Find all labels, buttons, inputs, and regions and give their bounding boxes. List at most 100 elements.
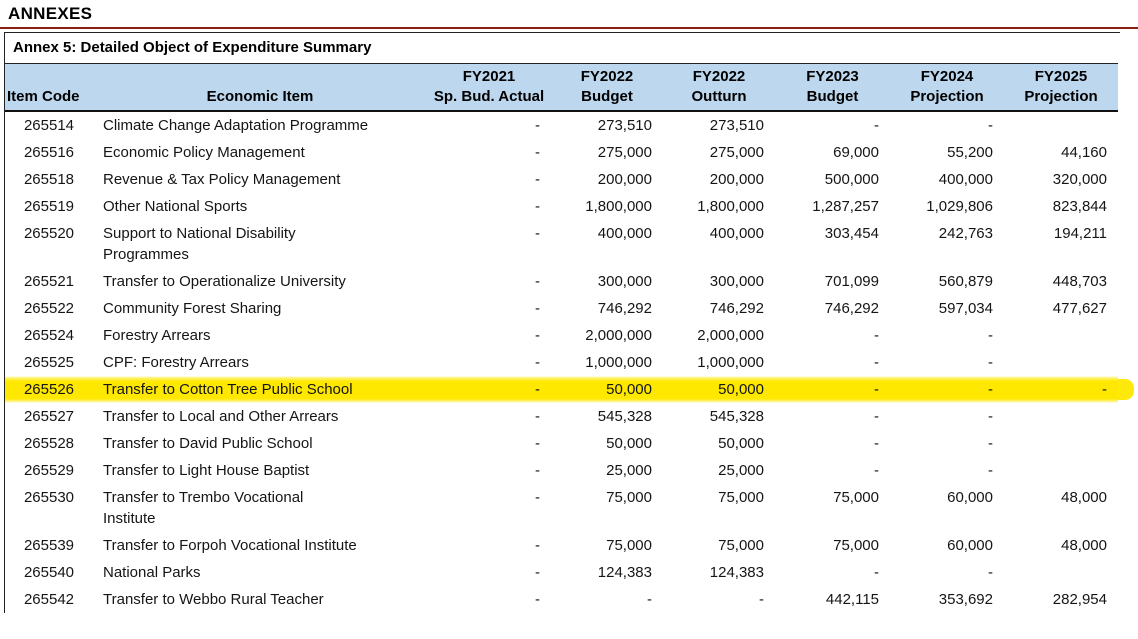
cell-fy2023_budget: - (874, 327, 879, 344)
cell-fy2021_actual: - (535, 144, 540, 161)
table-row: 265519 Other National Sports - 1,800,000 1,8… (5, 193, 1118, 220)
annexes-heading: ANNEXES (8, 4, 93, 23)
cell-fy2022_outturn: 1,000,000 (697, 354, 764, 371)
cell-fy2021_actual: - (535, 273, 540, 290)
cell-fy2024_projection: 597,034 (938, 300, 993, 317)
cell-fy2023_budget: 75,000 (833, 537, 879, 554)
cell-code: 265514 (23, 117, 75, 134)
cell-fy2022_budget: 50,000 (551, 376, 663, 403)
cell-fy2023_budget: 500,000 (824, 171, 879, 188)
cell-fy2022_budget: 75,000 (606, 537, 652, 554)
cell-fy2021_actual: - (535, 591, 540, 608)
cell-fy2023_budget: 1,287,257 (812, 198, 879, 215)
column-header-fy2021_actual: FY2021 Sp. Bud. Actual (427, 63, 551, 112)
cell-fy2021_actual: - (535, 408, 540, 425)
cell-fy2022_outturn: 746,292 (709, 300, 764, 317)
cell-fy2021_actual: - (535, 354, 540, 371)
table-row-highlighted: 265526 Transfer to Cotton Tree Public Sch… (5, 376, 1134, 403)
cell-fy2022_budget: 50,000 (606, 435, 652, 452)
cell-fy2021_actual: - (535, 489, 540, 506)
cell-fy2023_budget: - (775, 376, 890, 403)
cell-fy2022_outturn: 400,000 (709, 225, 764, 242)
table-row: 265524 Forestry Arrears - 2,000,000 2,000,00… (5, 322, 1118, 349)
cell-code: 265542 (23, 591, 75, 608)
cell-code: 265522 (23, 300, 75, 317)
header-row: Item Code Economic Item FY2021 Sp. Bud. Act… (5, 63, 1118, 112)
cell-fy2024_projection: 353,692 (938, 591, 993, 608)
cell-fy2021_actual: - (535, 117, 540, 134)
cell-code: 265518 (23, 171, 75, 188)
cell-fy2022_outturn: 273,510 (709, 117, 764, 134)
table-row: 265527 Transfer to Local and Other Arrear… (5, 403, 1118, 430)
cell-code: 265516 (23, 144, 75, 161)
cell-code: 265527 (23, 408, 75, 425)
cell-code: 265529 (23, 462, 75, 479)
cell-fy2023_budget: - (874, 564, 879, 581)
column-header-year (7, 67, 87, 87)
table-row: 265540 National Parks - 124,383 124,383 - - (5, 559, 1118, 586)
cell-fy2022_outturn: 75,000 (718, 537, 764, 554)
cell-fy2022_outturn: 2,000,000 (697, 327, 764, 344)
cell-fy2025_projection: 320,000 (1052, 171, 1107, 188)
cell-fy2024_projection: - (988, 564, 993, 581)
column-header-fy2022_budget: FY2022 Budget (551, 63, 663, 112)
cell-fy2025_projection: 48,000 (1061, 537, 1107, 554)
table-row: 265521 Transfer to Operationalize Univers… (5, 268, 1118, 295)
cell-item: Transfer to Operationalize University (103, 273, 346, 290)
cell-fy2025_projection: 477,627 (1052, 300, 1107, 317)
cell-fy2023_budget: 75,000 (833, 489, 879, 506)
cell-fy2022_budget: 1,000,000 (585, 354, 652, 371)
cell-fy2024_projection: 60,000 (947, 489, 993, 506)
cell-fy2024_projection: 560,879 (938, 273, 993, 290)
annex5-title: Annex 5: Detailed Object of Expenditure … (5, 32, 1120, 63)
table-row: 265542 Transfer to Webbo Rural Teacher - - -… (5, 586, 1118, 613)
cell-fy2023_budget: 746,292 (824, 300, 879, 317)
cell-fy2023_budget: - (874, 435, 879, 452)
table-row: 265520 Support to National Disability Pro… (5, 220, 1118, 268)
cell-fy2021_actual: - (535, 225, 540, 242)
cell-fy2023_budget: - (874, 354, 879, 371)
cell-fy2024_projection: - (988, 408, 993, 425)
column-header-code: Item Code (5, 63, 93, 112)
table-row: 265528 Transfer to David Public School - 50… (5, 430, 1118, 457)
column-header-year (99, 67, 421, 87)
cell-code: 265530 (23, 489, 75, 506)
column-header-fy2025_projection: FY2025 Projection (1004, 63, 1118, 112)
cell-code: 265525 (23, 354, 75, 371)
cell-fy2021_actual: - (535, 300, 540, 317)
column-header-label: Projection (1024, 88, 1098, 105)
cell-item: Transfer to Local and Other Arrears (103, 408, 339, 425)
table-row: 265529 Transfer to Light House Baptist - 25… (5, 457, 1118, 484)
table-row: 265525 CPF: Forestry Arrears - 1,000,000 1,0… (5, 349, 1118, 376)
cell-fy2022_budget: 746,292 (597, 300, 652, 317)
annex5-sheet: Annex 5: Detailed Object of Expenditure … (4, 32, 1134, 613)
cell-fy2022_budget: 300,000 (597, 273, 652, 290)
cell-fy2024_projection: - (890, 376, 1004, 403)
table-body: 265514 Climate Change Adaptation Programm… (5, 111, 1134, 613)
cell-fy2022_outturn: 300,000 (709, 273, 764, 290)
cell-fy2022_outturn: - (759, 591, 764, 608)
cell-fy2022_budget: 1,800,000 (585, 198, 652, 215)
cell-fy2022_budget: 400,000 (597, 225, 652, 242)
cell-fy2021_actual: - (535, 537, 540, 554)
cell-item: Community Forest Sharing (103, 300, 282, 317)
cell-fy2023_budget: 69,000 (833, 144, 879, 161)
cell-fy2022_budget: 124,383 (597, 564, 652, 581)
cell-code: 265526 (5, 376, 93, 403)
cell-item: CPF: Forestry Arrears (103, 354, 249, 371)
column-header-year: FY2023 (806, 68, 859, 85)
column-header-label: Economic Item (206, 88, 314, 105)
column-header-label: Item Code (7, 88, 80, 105)
cell-item: Revenue & Tax Policy Management (103, 171, 341, 188)
column-header-label: Budget (581, 88, 633, 105)
cell-item: Economic Policy Management (103, 144, 305, 161)
cell-fy2022_outturn: 1,800,000 (697, 198, 764, 215)
cell-fy2022_budget: 275,000 (597, 144, 652, 161)
column-header-label: Projection (910, 88, 984, 105)
cell-fy2023_budget: 701,099 (824, 273, 879, 290)
cell-item: Forestry Arrears (103, 327, 211, 344)
cell-fy2024_projection: 400,000 (938, 171, 993, 188)
cell-fy2024_projection: 242,763 (938, 225, 993, 242)
cell-fy2022_outturn: 50,000 (663, 376, 775, 403)
